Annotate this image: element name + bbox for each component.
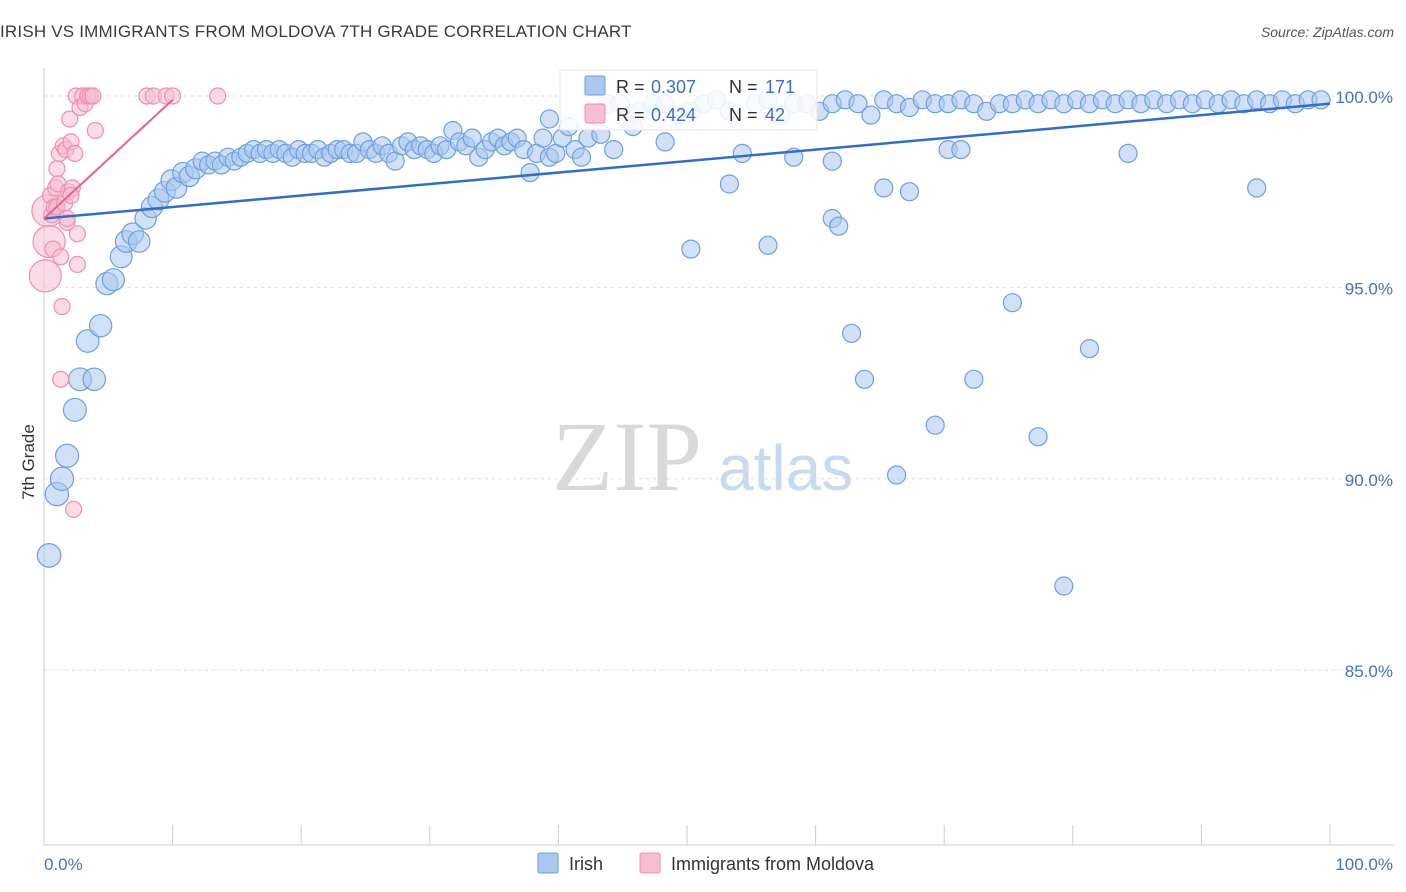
grid-lines	[44, 95, 1394, 671]
stats-moldova-n-value: 42	[765, 105, 785, 125]
moldova-point-37	[164, 87, 182, 105]
stats-moldova-n-label: N =	[729, 105, 758, 125]
stats-moldova-r-label: R =	[616, 105, 645, 125]
irish-point-156	[899, 182, 920, 202]
irish-point-77	[533, 128, 553, 148]
irish-point-161	[1002, 293, 1023, 313]
moldova-point-32	[84, 87, 102, 105]
irish-point-146	[719, 174, 740, 194]
irish-point-3	[54, 443, 80, 468]
legend-irish-label: Irish	[569, 854, 603, 874]
moldova-point-26	[68, 255, 87, 273]
legend-moldova-swatch	[639, 852, 661, 874]
series-moldova-points	[28, 87, 227, 518]
moldova-point-8	[48, 160, 66, 178]
irish-point-160	[964, 369, 984, 389]
chart-source: Source: ZipAtlas.com	[1260, 24, 1394, 40]
moldova-point-24	[66, 144, 84, 162]
chart-title: IRISH VS IMMIGRANTS FROM MOLDOVA 7TH GRA…	[0, 22, 632, 41]
legend-moldova-label: Immigrants from Moldova	[671, 854, 875, 874]
x-tick-label-1: 100.0%	[1335, 855, 1393, 874]
irish-point-165	[1118, 143, 1138, 163]
x-tick-label-0: 0.0%	[44, 855, 83, 874]
stats-irish-n-value: 171	[765, 77, 795, 97]
irish-point-8	[88, 313, 113, 338]
stats-irish-swatch	[584, 75, 606, 96]
y-tick-label-1: 95.0%	[1345, 279, 1393, 298]
moldova-point-40	[62, 186, 80, 205]
irish-point-10	[101, 268, 125, 292]
y-tick-label-0: 100.0%	[1335, 88, 1393, 107]
irish-point-108	[848, 94, 868, 114]
stats-moldova-r-value: 0.424	[651, 105, 696, 125]
moldova-trend-line	[43, 99, 174, 220]
moldova-point-39	[58, 209, 76, 228]
moldova-point-12	[52, 248, 70, 266]
irish-point-168	[539, 109, 560, 129]
watermark-atlas: atlas	[718, 432, 853, 504]
irish-point-145	[681, 239, 701, 259]
irish-point-155	[886, 465, 907, 485]
irish-point-154	[874, 178, 894, 198]
irish-point-66	[462, 128, 482, 148]
y-tick-label-3: 85.0%	[1345, 662, 1393, 681]
watermark-zip: ZIP	[552, 401, 702, 512]
moldova-point-0	[28, 259, 62, 293]
moldova-point-14	[53, 297, 71, 316]
irish-point-14	[127, 230, 151, 253]
irish-point-83	[571, 147, 592, 167]
irish-point-153	[854, 369, 875, 389]
irish-point-163	[1054, 576, 1074, 596]
irish-point-151	[829, 216, 849, 236]
irish-point-167	[655, 132, 675, 152]
irish-point-2	[49, 466, 75, 491]
irish-point-109	[861, 105, 881, 125]
legend: Irish Immigrants from Moldova	[537, 852, 875, 874]
irish-point-7	[82, 367, 107, 392]
trend-lines	[43, 99, 1331, 220]
irish-point-147	[758, 235, 778, 255]
irish-point-164	[1079, 339, 1100, 359]
y-axis-title: 7th Grade	[19, 424, 38, 500]
irish-point-4	[62, 397, 87, 422]
moldova-point-13	[52, 370, 70, 388]
stats-moldova-swatch	[584, 103, 606, 124]
irish-point-6	[75, 329, 100, 353]
moldova-point-23	[64, 500, 83, 518]
irish-point-159	[951, 140, 971, 160]
irish-point-149	[822, 151, 842, 171]
series-irish-points	[36, 90, 1331, 596]
irish-point-157	[925, 415, 945, 435]
irish-point-0	[36, 543, 62, 568]
stats-irish-n-label: N =	[729, 77, 758, 97]
moldova-point-38	[209, 87, 227, 105]
irish-point-162	[1028, 427, 1048, 447]
moldova-point-20	[61, 110, 79, 128]
stats-box: R = 0.307 N = 171 R = 0.424 N = 42	[559, 69, 818, 131]
irish-point-88	[604, 140, 624, 160]
y-tick-label-2: 90.0%	[1345, 471, 1393, 490]
stats-irish-r-value: 0.307	[651, 77, 696, 97]
irish-point-152	[841, 323, 862, 343]
moldova-point-33	[86, 121, 105, 140]
irish-trend-line	[43, 102, 1331, 220]
stats-irish-r-label: R =	[616, 77, 645, 97]
irish-point-166	[1247, 178, 1267, 198]
watermark: ZIP atlas	[552, 401, 853, 512]
tick-labels: 100.0% 95.0% 90.0% 85.0% 0.0% 100.0%	[44, 88, 1393, 874]
legend-irish-swatch	[537, 852, 559, 874]
moldova-point-41	[68, 225, 87, 243]
irish-point-75	[520, 163, 540, 183]
irish-point-99	[732, 143, 752, 163]
